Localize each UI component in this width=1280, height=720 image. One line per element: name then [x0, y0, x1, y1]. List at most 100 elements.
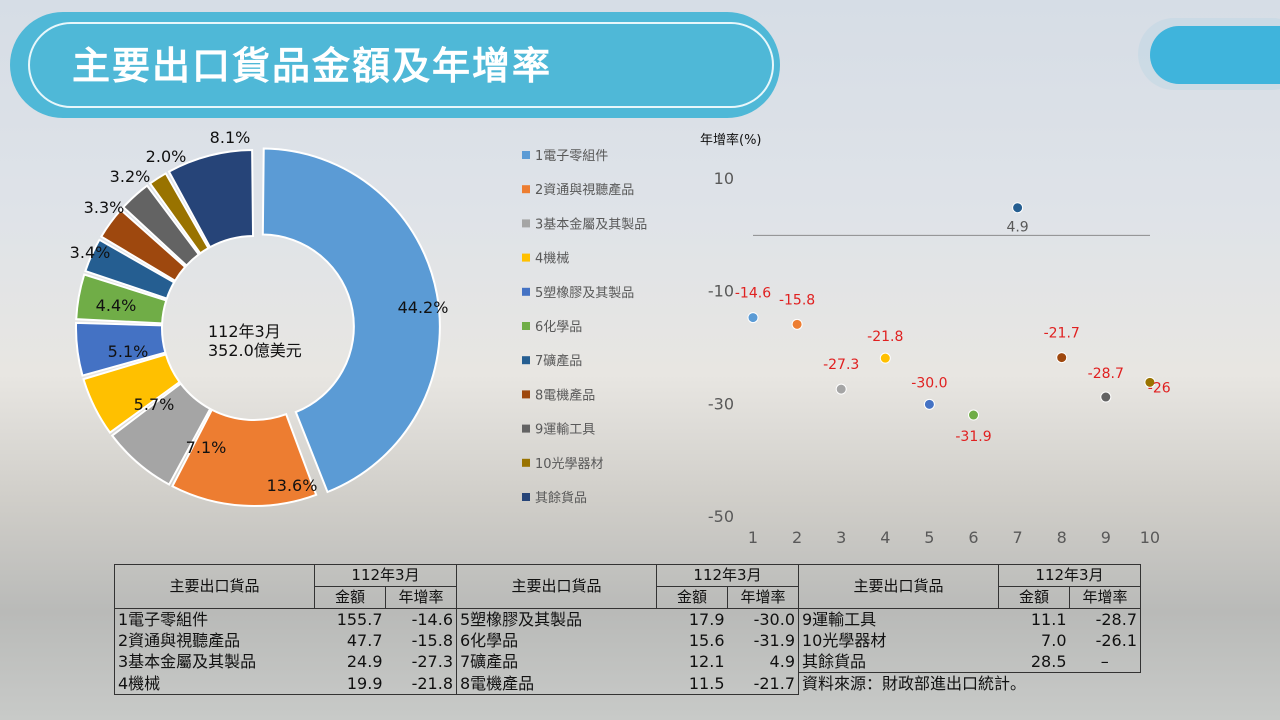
scatter-point	[1056, 352, 1068, 364]
scatter-point-label: -21.7	[1044, 326, 1080, 342]
donut-slice	[99, 208, 187, 283]
item-name: 5塑橡膠及其製品	[460, 610, 583, 629]
item-amount: 155.7	[336, 610, 383, 629]
slice-label: 3.3%	[84, 198, 125, 217]
item-growth: -21.8	[385, 672, 457, 695]
scatter-point-label: -27.3	[823, 357, 859, 373]
legend-label: 3基本金屬及其製品	[535, 216, 647, 232]
donut-slice	[84, 238, 176, 300]
legend-swatch	[522, 390, 530, 399]
legend-label: 10光學器材	[535, 457, 604, 472]
slice-label: 13.6%	[267, 476, 318, 495]
chart-legend: 1電子零組件 2資通與視聽產品 3基本金屬及其製品 4機械 5塑橡膠及其製品 6化學品 7礦…	[522, 149, 647, 506]
item-amount: 7.0	[1041, 631, 1067, 650]
item-amount: 15.6	[688, 631, 725, 650]
slice-label: 8.1%	[210, 128, 251, 147]
scatter-point	[791, 318, 803, 330]
item-growth: -26.1	[1069, 630, 1141, 651]
item-amount: 28.5	[998, 651, 1070, 673]
scatter-point	[968, 409, 979, 421]
page-title: 主要出口貨品金額及年增率	[72, 44, 553, 88]
item-name: 1電子零組件	[114, 608, 315, 630]
scatter-point-label: -14.6	[735, 286, 771, 302]
item-name: 9運輸工具	[802, 610, 877, 629]
legend-label: 9運輸工具	[535, 423, 595, 438]
table-row: 2資通與視聽產品 47.7 -15.8 6化學品 15.6 -31.9 10光學…	[114, 630, 1141, 651]
x-tick-label: 6	[968, 528, 978, 547]
legend-label: 7礦產品	[535, 353, 582, 369]
title-banner-border	[28, 22, 774, 108]
legend-swatch	[522, 253, 530, 262]
col-header-period: 112年3月	[314, 564, 457, 587]
x-tick-label: 8	[1057, 528, 1067, 547]
item-growth: -15.8	[385, 630, 457, 651]
item-growth: –	[1069, 651, 1141, 673]
donut-center-label: 112年3月	[208, 322, 281, 341]
legend-label: 2資通與視聽產品	[535, 182, 634, 198]
slice-label: 4.4%	[96, 296, 137, 315]
col-header-item: 主要出口貨品	[798, 564, 999, 609]
item-growth: -14.6	[385, 608, 457, 630]
item-name: 8電機產品	[456, 672, 657, 695]
legend-swatch	[522, 424, 530, 433]
col-header-amount: 金額	[998, 586, 1070, 609]
slice-label: 44.2%	[398, 298, 449, 317]
scatter-point	[1012, 202, 1024, 214]
scatter-point	[1144, 376, 1156, 388]
item-growth: -30.0	[727, 608, 799, 630]
item-name: 10光學器材	[802, 631, 887, 650]
table-row: 3基本金屬及其製品 24.9 -27.3 7礦產品 12.1 4.9 其餘貨品 …	[114, 651, 1141, 673]
legend-label: 4機械	[535, 252, 569, 267]
col-header-amount: 金額	[656, 586, 728, 609]
item-amount: 17.9	[688, 610, 725, 629]
y-tick-label: 10	[714, 169, 734, 188]
item-name: 6化學品	[460, 631, 519, 650]
x-tick-label: 3	[836, 528, 846, 547]
col-header-item: 主要出口貨品	[456, 564, 657, 609]
legend-swatch	[522, 287, 530, 296]
legend-label: 6化學品	[535, 320, 582, 335]
item-name: 7礦產品	[460, 652, 519, 672]
donut-slice	[121, 184, 201, 267]
scatter-point	[923, 398, 935, 410]
legend-label: 8電機產品	[535, 387, 595, 403]
slice-label: 3.4%	[70, 243, 111, 262]
x-tick-label: 2	[792, 528, 802, 547]
scatter-point-label: -28.7	[1088, 366, 1124, 382]
export-data-table: 主要出口貨品 112年3月 主要出口貨品 112年3月 主要出口貨品 112年3…	[114, 564, 1141, 695]
donut-slice	[82, 353, 181, 435]
item-growth: -31.9	[727, 630, 799, 651]
table-row: 1電子零組件 155.7 -14.6 5塑橡膠及其製品 17.9 -30.0 9…	[114, 608, 1141, 630]
decorative-pill	[1150, 26, 1280, 84]
legend-label: 1電子零組件	[535, 149, 608, 164]
slice-label: 7.1%	[186, 438, 227, 457]
item-amount: 24.9	[346, 652, 383, 672]
donut-slice	[148, 172, 210, 255]
item-growth: -27.3	[385, 651, 457, 673]
x-tick-label: 5	[924, 528, 934, 547]
col-header-amount: 金額	[314, 586, 386, 609]
slice-label: 5.1%	[108, 342, 149, 361]
legend-swatch	[522, 185, 530, 194]
item-amount: 19.9	[314, 672, 386, 695]
legend-swatch	[522, 219, 530, 228]
table-row: 4機械 19.9 -21.8 8電機產品 11.5 -21.7 資料來源：財政部…	[114, 672, 1141, 695]
col-header-item: 主要出口貨品	[114, 564, 315, 609]
legend-swatch	[522, 356, 530, 365]
scatter-point	[747, 312, 759, 324]
item-amount: 12.1	[688, 652, 725, 672]
scatter-point-label: 4.9	[1006, 220, 1028, 236]
item-name: 3基本金屬及其製品	[114, 651, 315, 673]
donut-center-total: 352.0億美元	[208, 341, 302, 360]
col-header-growth: 年增率	[727, 586, 799, 609]
slice-label: 3.2%	[110, 167, 151, 186]
item-amount: 11.1	[1030, 610, 1067, 629]
y-tick-label: -50	[708, 507, 734, 526]
col-header-growth: 年增率	[385, 586, 457, 609]
scatter-point	[1100, 391, 1112, 403]
scatter-point-label: -21.8	[867, 329, 903, 345]
title-banner	[10, 12, 780, 118]
donut-slice	[75, 273, 168, 325]
donut-slice	[110, 382, 212, 486]
y-axis-title: 年增率(%)	[700, 132, 762, 148]
